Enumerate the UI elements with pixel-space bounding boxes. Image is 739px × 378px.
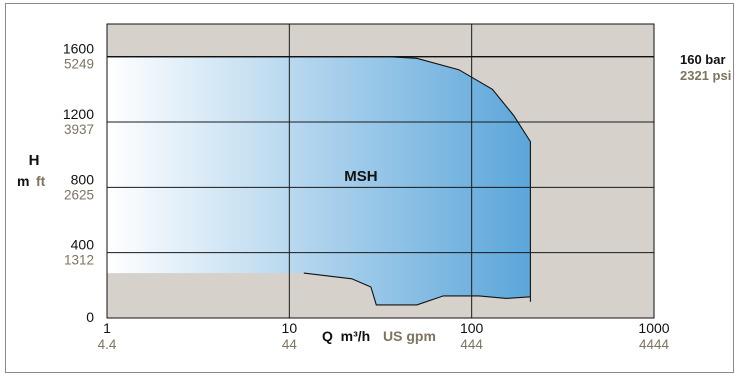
x-tick-label: 10 (282, 320, 298, 336)
x-tick-label: 1000 (638, 320, 669, 336)
msh-envelope-area (107, 56, 531, 305)
y-tick-label-ft: 2625 (64, 187, 94, 202)
x-tick-label-usgpm: 4444 (639, 337, 670, 352)
y-tick-label: 1600 (63, 41, 94, 57)
plot-border (106, 23, 655, 319)
y-tick-label-ft: 3937 (64, 122, 94, 137)
y-tick-label: 0 (86, 309, 94, 325)
msh-envelope-outline (107, 56, 531, 306)
x-axis-label-usgpm: US gpm (383, 328, 436, 344)
y-tick-label-ft: 5249 (64, 57, 94, 72)
grid-lines (107, 24, 654, 318)
y-tick-label: 800 (71, 171, 95, 187)
pressure-limit-bar: 160 bar (680, 52, 726, 67)
y-axis-label-h: H (29, 152, 40, 169)
x-tick-label-usgpm: 44 (282, 337, 298, 352)
series-label-msh: MSH (344, 168, 377, 185)
y-axis-label-m: m (17, 173, 29, 189)
x-tick-label: 1 (103, 320, 111, 336)
x-tick-label-usgpm: 4.4 (98, 337, 117, 352)
y-axis-label-ft: ft (36, 173, 46, 189)
x-tick-label-usgpm: 444 (460, 337, 483, 352)
pressure-limit-psi: 2321 psi (680, 68, 731, 83)
x-axis-label-q: Q m³/h (322, 328, 370, 344)
y-tick-label: 1200 (63, 106, 94, 122)
x-tick-label: 100 (460, 320, 484, 336)
y-tick-label: 400 (71, 237, 95, 253)
y-tick-label-ft: 1312 (64, 253, 94, 268)
